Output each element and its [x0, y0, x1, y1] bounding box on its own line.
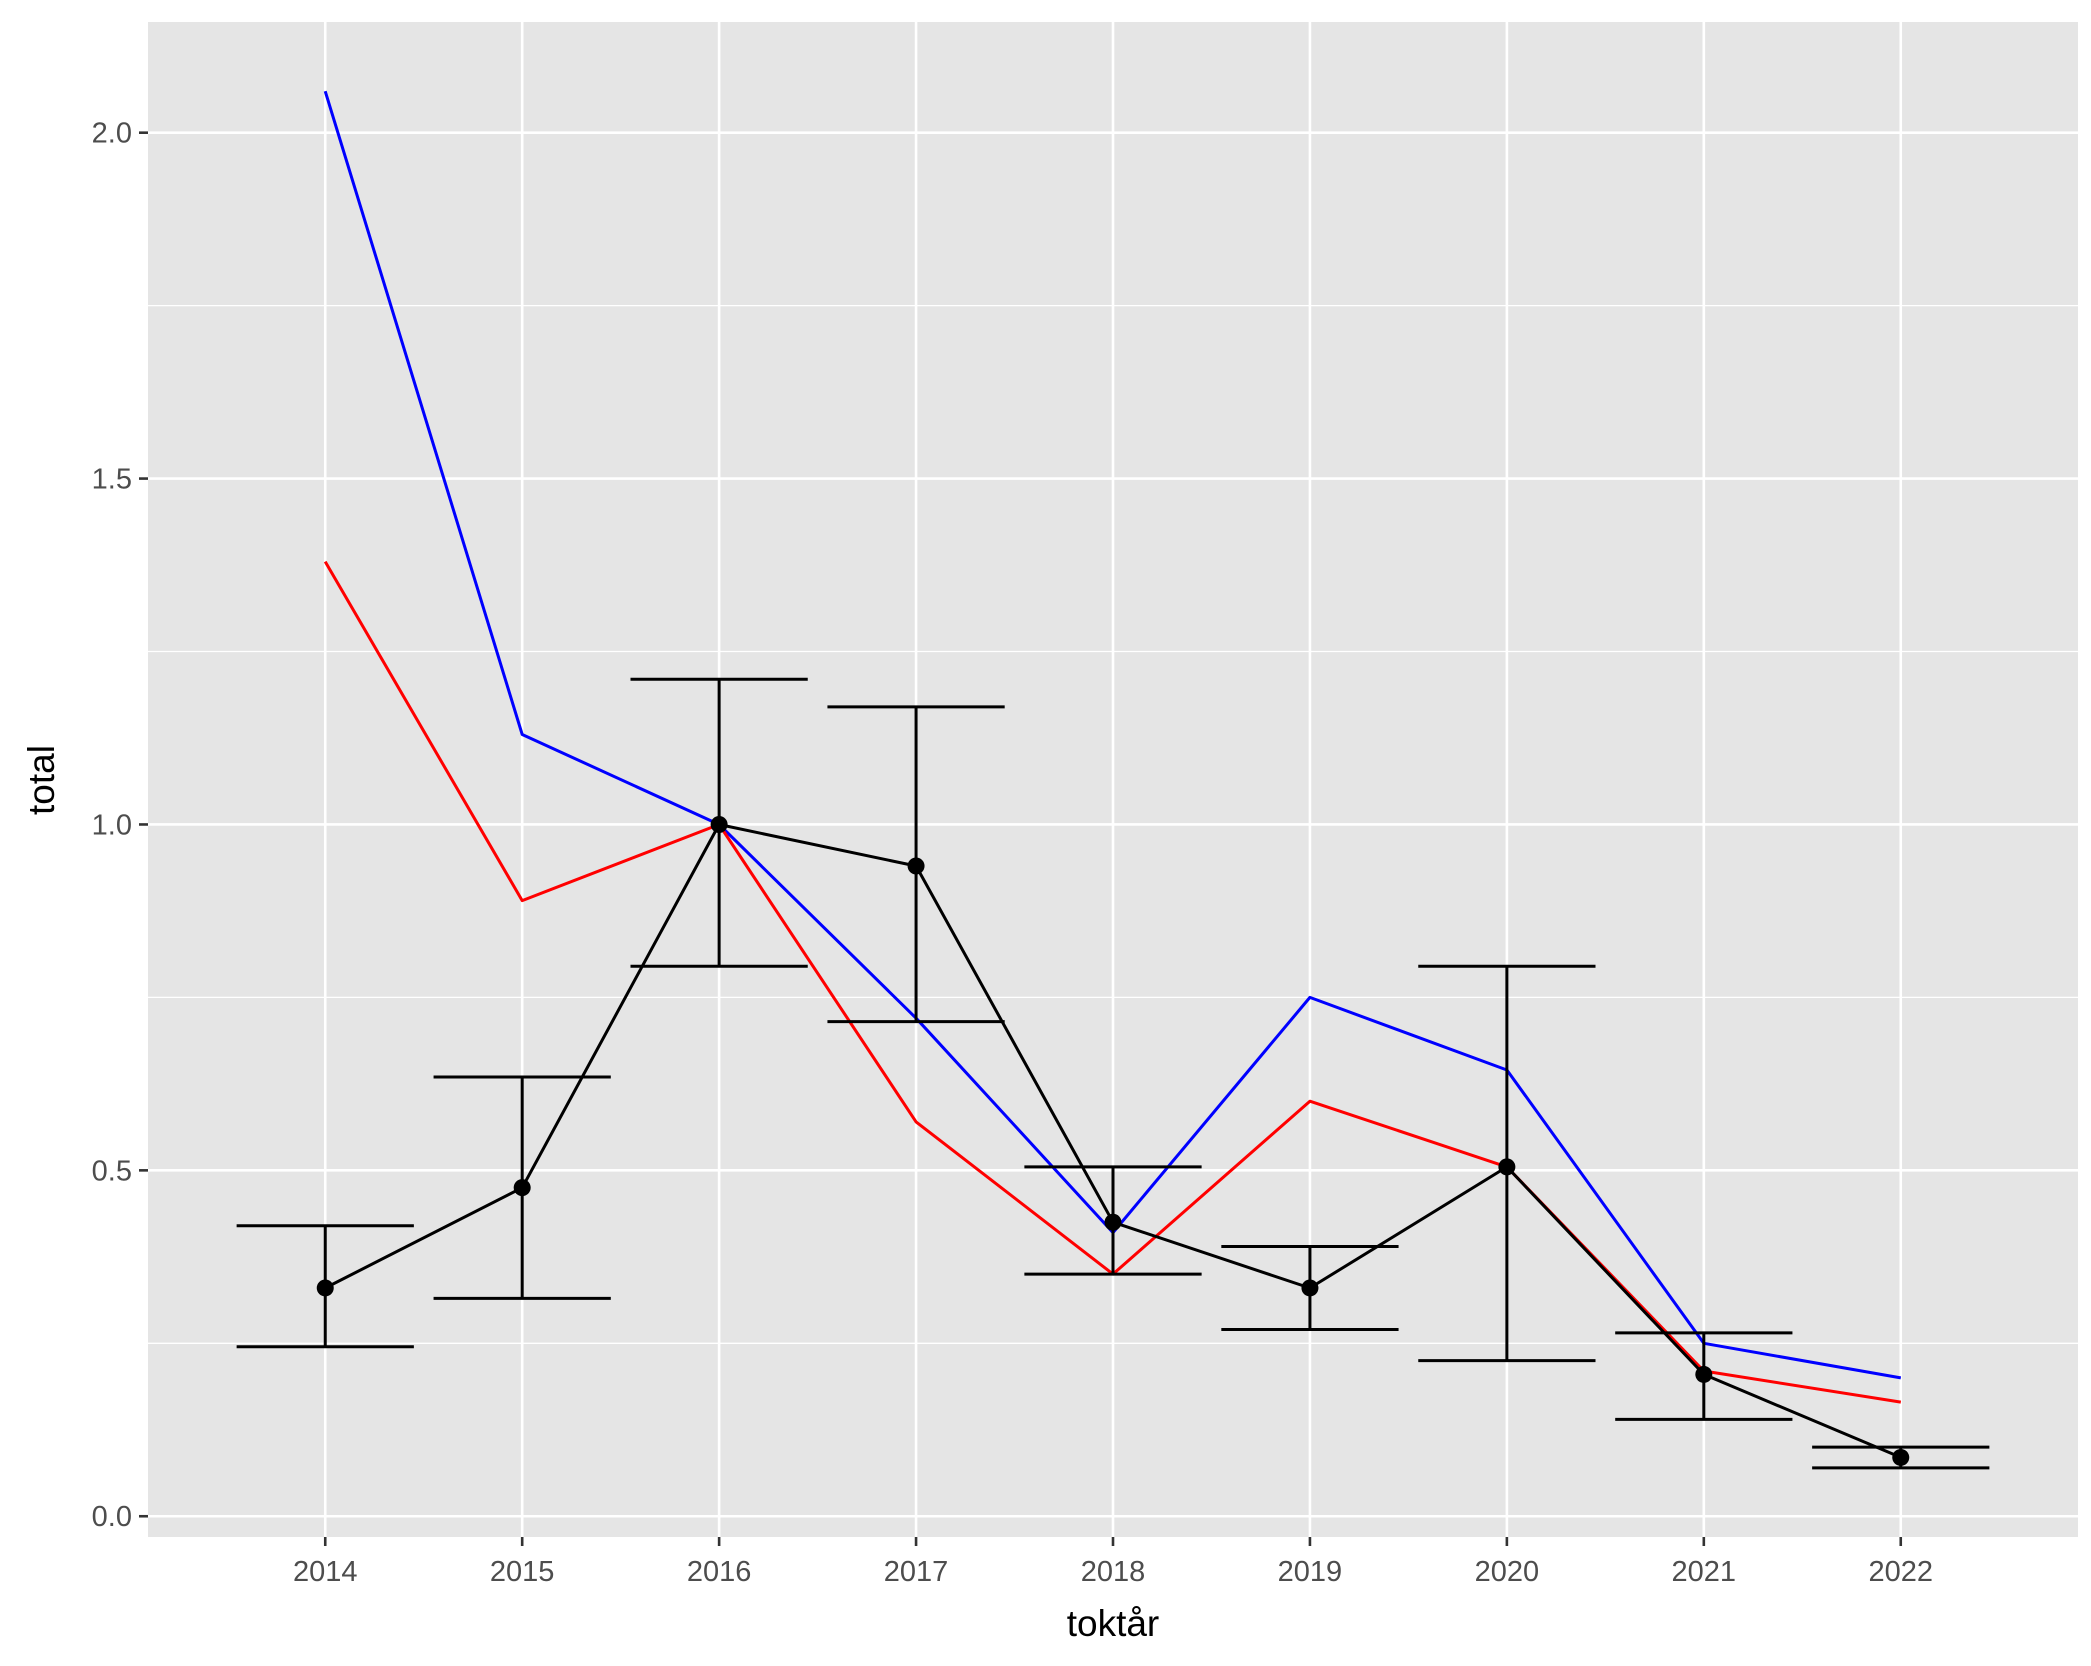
data-point	[513, 1179, 531, 1197]
x-tick-label: 2020	[1475, 1556, 1540, 1588]
y-tick-label: 2.0	[92, 118, 132, 150]
data-point	[316, 1279, 334, 1297]
tick-labels: 0.0 0.5 1.0 1.5 2.0 2014 2015 2016 2017 2018 2019 2…	[92, 118, 1933, 1588]
data-point	[1301, 1279, 1319, 1297]
x-tick-label: 2019	[1278, 1556, 1343, 1588]
data-point	[907, 857, 925, 875]
data-point	[1695, 1365, 1713, 1383]
x-tick-label: 2016	[687, 1556, 752, 1588]
y-tick-label: 1.0	[92, 809, 132, 841]
axis-ticks	[139, 131, 1903, 1546]
x-tick-label: 2021	[1672, 1556, 1737, 1588]
x-tick-label: 2014	[293, 1556, 358, 1588]
x-tick-label: 2022	[1868, 1556, 1933, 1588]
data-point	[710, 815, 728, 833]
x-tick-label: 2018	[1081, 1556, 1146, 1588]
x-axis-title: toktår	[1067, 1603, 1160, 1644]
y-tick-label: 1.5	[92, 464, 132, 496]
data-point	[1498, 1158, 1516, 1176]
x-tick-label: 2015	[490, 1556, 555, 1588]
data-point	[1892, 1448, 1910, 1466]
x-tick-label: 2017	[884, 1556, 949, 1588]
y-tick-label: 0.0	[92, 1501, 132, 1533]
point-layer	[316, 815, 1910, 1466]
y-tick-label: 0.5	[92, 1155, 132, 1187]
data-point	[1104, 1213, 1122, 1231]
y-axis-title: total	[21, 745, 62, 815]
